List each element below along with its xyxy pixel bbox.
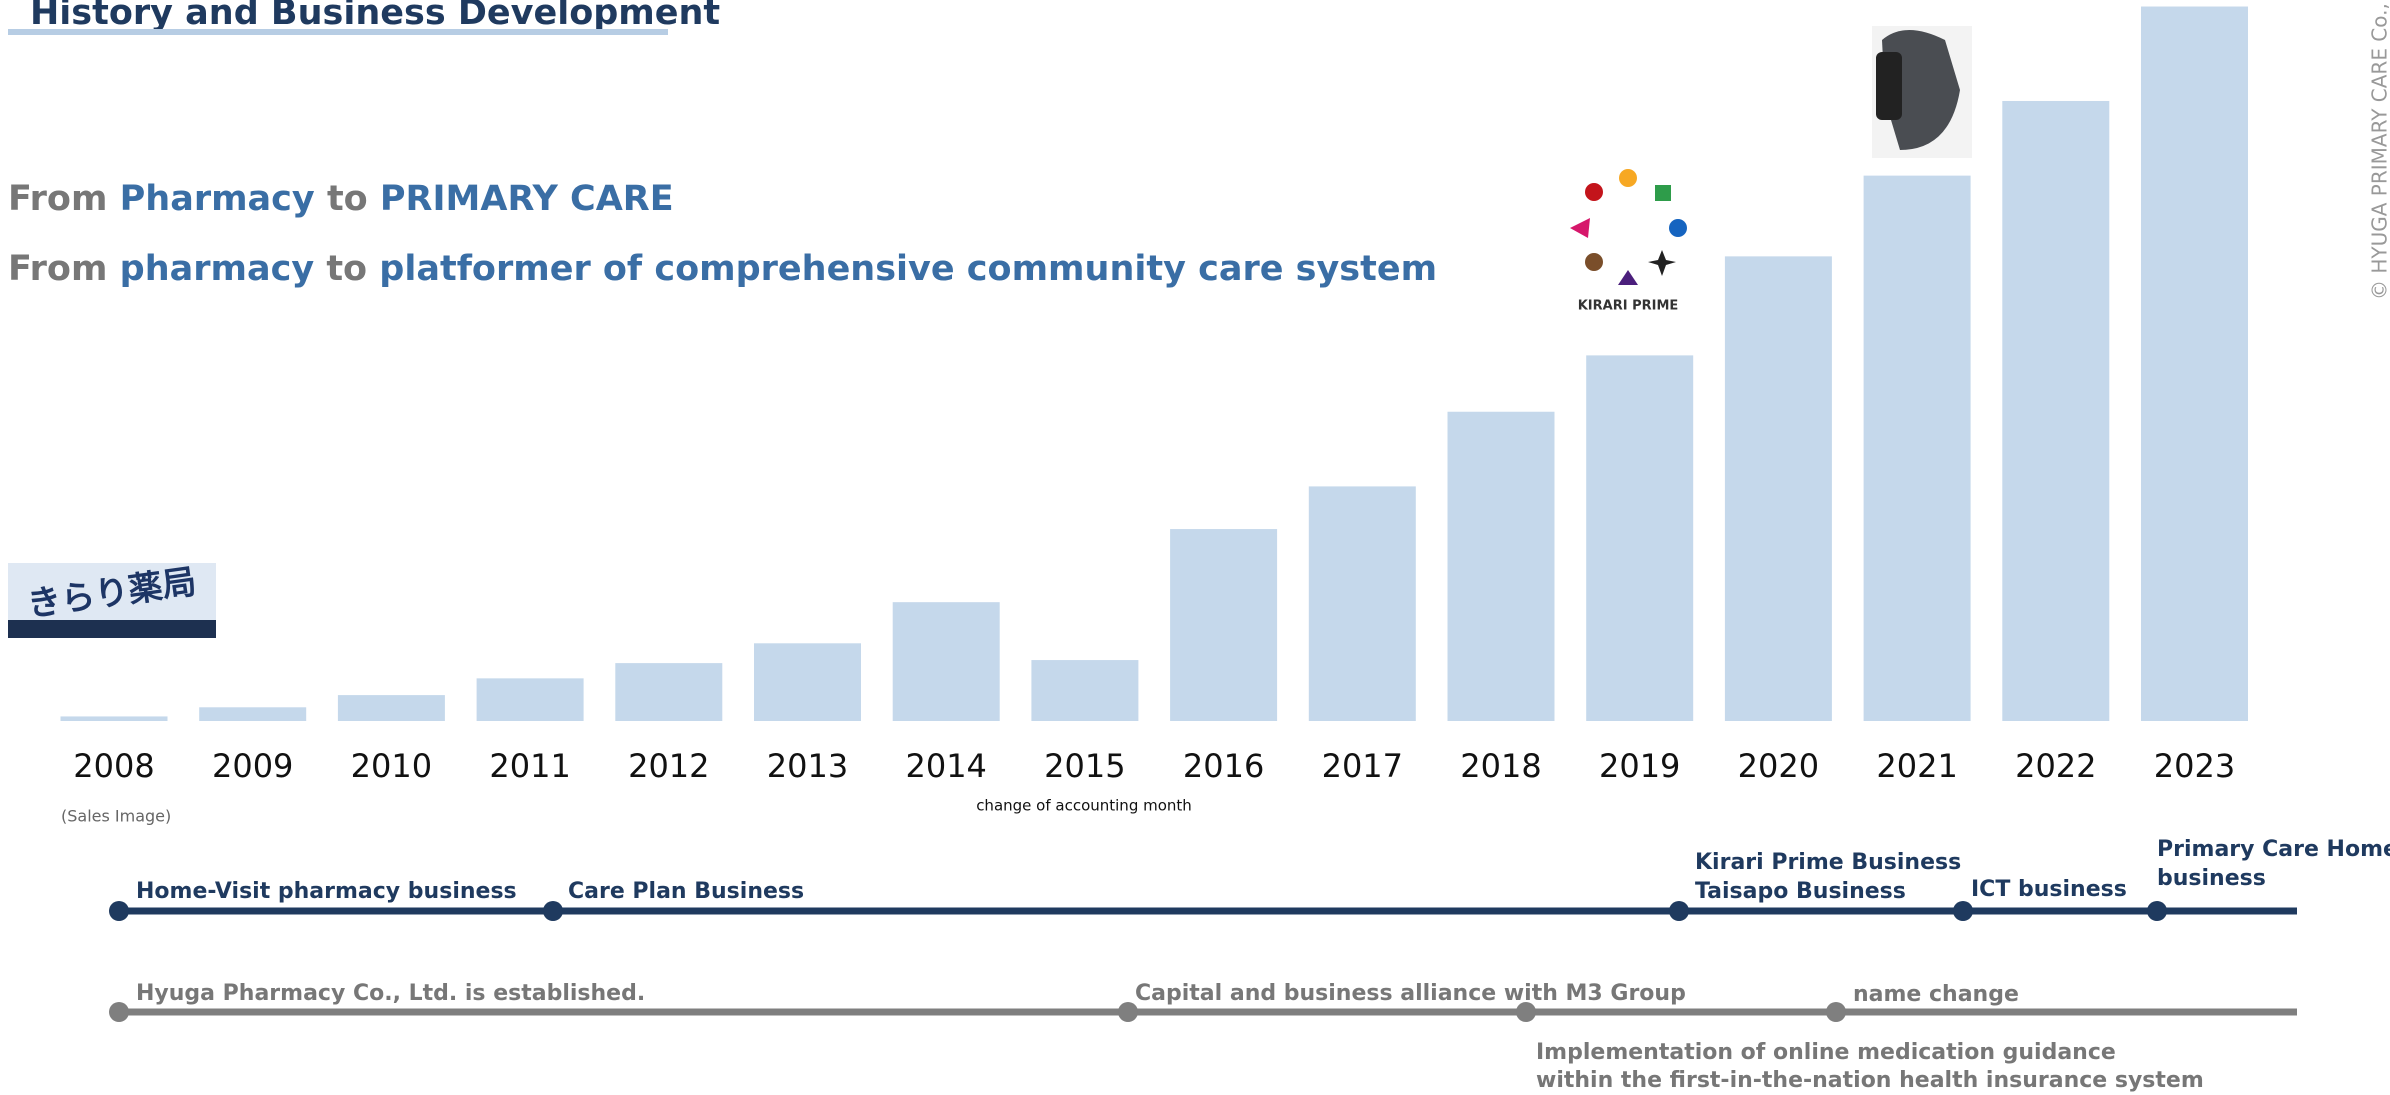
timeline-dot: [1826, 1002, 1846, 1022]
bar: [199, 707, 307, 721]
chart-annotation: change of accounting month: [976, 797, 1192, 815]
business-label: Kirari Prime Business: [1695, 850, 1961, 875]
timeline-dot: [1669, 901, 1689, 921]
timeline-dot: [109, 1002, 129, 1022]
slogan-part: From: [8, 249, 107, 289]
corporate-label: name change: [1853, 982, 2019, 1007]
logo-text: KIRARI PRIME: [1578, 299, 1679, 314]
bar: [1308, 486, 1416, 721]
slogan-part: to: [326, 249, 367, 289]
slogan: From Pharmacy to PRIMARY CARE: [8, 179, 674, 219]
business-label: ICT business: [1971, 877, 2127, 902]
bar: [2002, 100, 2110, 721]
x-tick-label: 2010: [351, 747, 432, 785]
x-tick-label: 2021: [1876, 747, 1957, 785]
bar: [1586, 355, 1694, 721]
bar: [615, 663, 723, 721]
x-tick-label: 2017: [1322, 747, 1403, 785]
slogan-part: to: [327, 179, 368, 219]
bar: [337, 695, 445, 721]
business-label: Care Plan Business: [568, 879, 804, 904]
corporate-label: within the first-in-the-nation health in…: [1536, 1068, 2204, 1093]
bar: [1863, 175, 1971, 721]
slide-title: History and Business Development: [30, 0, 720, 33]
x-tick-label: 2011: [489, 747, 570, 785]
slogan-part: pharmacy: [120, 249, 315, 289]
x-tick-label: 2023: [2154, 747, 2235, 785]
slogan-part: PRIMARY CARE: [380, 179, 674, 219]
x-tick-label: 2008: [73, 747, 154, 785]
timeline-dot: [1118, 1002, 1138, 1022]
x-tick-label: 2020: [1738, 747, 1819, 785]
x-tick-label: 2018: [1460, 747, 1541, 785]
x-tick-label: 2012: [628, 747, 709, 785]
x-tick-label: 2015: [1044, 747, 1125, 785]
x-tick-label: 2022: [2015, 747, 2096, 785]
business-label: Primary Care Home: [2157, 837, 2390, 862]
business-label: Taisapo Business: [1695, 879, 1906, 904]
timeline-dot: [109, 901, 129, 921]
x-tick-label: 2013: [767, 747, 848, 785]
corporate-label: Capital and business alliance with M3 Gr…: [1135, 981, 1686, 1006]
smartwatch: [1872, 26, 1972, 158]
business-label: business: [2157, 866, 2266, 891]
bar: [1724, 256, 1832, 721]
bar: [476, 678, 584, 721]
slogan-part: platformer of comprehensive community ca…: [379, 249, 1437, 289]
timeline-dot: [1953, 901, 1973, 921]
bar: [1170, 529, 1278, 721]
x-tick-label: 2016: [1183, 747, 1264, 785]
kirari-prime-logo: KIRARI PRIME: [1570, 169, 1687, 314]
bar: [1447, 411, 1555, 721]
corporate-label: Hyuga Pharmacy Co., Ltd. is established.: [136, 981, 645, 1006]
bar: [2141, 6, 2248, 722]
x-tick-label: 2019: [1599, 747, 1680, 785]
chart-note: (Sales Image): [61, 807, 171, 826]
business-label: Home-Visit pharmacy business: [136, 879, 517, 904]
bar: [754, 643, 861, 721]
slogan-part: From: [8, 179, 107, 219]
x-tick-label: 2014: [905, 747, 986, 785]
pharmacy-sign: きらり薬局: [8, 562, 216, 638]
title-underline: [8, 29, 668, 35]
corporate-label: Implementation of online medication guid…: [1536, 1040, 2116, 1065]
bar: [1031, 660, 1139, 721]
copyright: © HYUGA PRIMARY CARE Co., Ltd.: [2368, 0, 2390, 300]
slogan-part: Pharmacy: [120, 179, 315, 219]
bar: [60, 716, 168, 721]
timeline-dot: [2147, 901, 2167, 921]
x-tick-label: 2009: [212, 747, 293, 785]
slogan: From pharmacy to platformer of comprehen…: [8, 249, 1437, 289]
timeline-dot: [543, 901, 563, 921]
bar: [892, 602, 1000, 721]
timeline-dot: [1516, 1002, 1536, 1022]
